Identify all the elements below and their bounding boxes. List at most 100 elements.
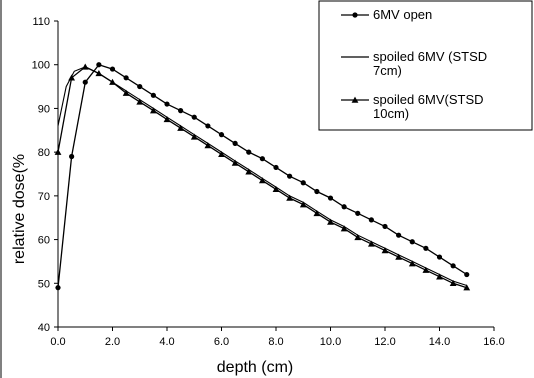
series-layer	[54, 62, 471, 291]
data-point	[82, 79, 88, 85]
data-point	[109, 78, 116, 85]
data-point	[136, 98, 144, 105]
data-point	[177, 124, 185, 131]
data-point	[109, 66, 116, 72]
x-tick-label: 8.0	[268, 336, 283, 348]
data-point	[96, 62, 102, 68]
data-point	[450, 263, 456, 269]
legend-label: 10cm)	[373, 106, 409, 121]
y-tick-label: 50	[38, 278, 50, 290]
legend-marker	[352, 12, 358, 18]
data-point	[340, 225, 348, 232]
data-point	[81, 63, 89, 70]
data-point	[314, 188, 320, 195]
y-tick-label: 90	[38, 103, 50, 115]
data-point	[218, 132, 225, 138]
data-point	[354, 233, 362, 241]
data-point	[55, 285, 61, 291]
data-point	[246, 149, 252, 155]
data-point	[95, 70, 103, 77]
data-point	[436, 254, 443, 260]
data-point	[123, 75, 129, 81]
data-point	[287, 173, 293, 179]
data-point	[327, 195, 334, 201]
y-tick-label: 70	[38, 191, 50, 203]
series-1	[55, 62, 470, 291]
data-point	[137, 83, 143, 90]
data-point	[355, 210, 361, 216]
data-point	[273, 164, 279, 171]
data-point	[286, 194, 294, 201]
data-point	[272, 185, 280, 193]
data-point	[204, 142, 212, 149]
data-point	[463, 284, 471, 291]
x-tick-label: 14.0	[429, 336, 450, 348]
y-axis-title: relative dose(%	[11, 154, 28, 264]
data-point	[68, 74, 76, 81]
data-point	[382, 223, 388, 230]
x-tick-label: 0.0	[50, 336, 65, 348]
data-point	[149, 107, 157, 114]
data-point	[381, 247, 389, 254]
x-axis-title: depth (cm)	[217, 359, 293, 376]
data-point	[218, 150, 225, 158]
x-ticks: 0.0 2.0 4.0 6.0 8.0 10.0 12.0 14.0 16.0	[50, 327, 505, 348]
data-point	[178, 108, 184, 114]
data-point	[150, 92, 156, 98]
data-point	[245, 168, 253, 175]
data-point	[436, 273, 443, 280]
y-tick-label: 100	[32, 60, 50, 72]
data-point	[190, 133, 198, 140]
data-point	[259, 156, 265, 162]
data-point	[231, 159, 239, 166]
legend-label: spoiled 6MV (STSD	[373, 49, 487, 64]
series-3	[54, 63, 471, 291]
data-point	[368, 217, 374, 223]
data-point	[191, 114, 197, 120]
data-point	[163, 115, 171, 123]
data-point	[423, 245, 429, 251]
legend-entry-1: 6MV open	[341, 7, 432, 22]
legend-label: 6MV open	[373, 7, 432, 22]
y-tick-label: 60	[38, 235, 50, 247]
data-point	[299, 201, 307, 208]
y-tick-label: 40	[38, 322, 50, 334]
x-tick-label: 2.0	[105, 336, 120, 348]
data-point	[409, 239, 415, 245]
y-tick-label: 110	[32, 16, 50, 28]
data-point	[396, 232, 402, 238]
data-point	[341, 204, 347, 210]
data-point	[300, 180, 306, 186]
data-point	[54, 148, 62, 155]
y-tick-label: 80	[38, 147, 50, 159]
data-point	[449, 279, 457, 287]
data-point	[327, 218, 334, 225]
legend-label: 7cm)	[373, 63, 402, 78]
data-point	[313, 209, 321, 217]
legend-marker	[351, 96, 359, 103]
data-point	[122, 89, 130, 96]
data-point	[395, 253, 403, 260]
legend-label: spoiled 6MV(STSD	[373, 92, 484, 107]
data-point	[422, 266, 430, 273]
data-point	[69, 153, 75, 160]
data-point	[408, 260, 416, 267]
x-tick-label: 6.0	[214, 336, 229, 348]
x-tick-label: 4.0	[159, 336, 174, 348]
x-tick-label: 10.0	[320, 336, 341, 348]
x-tick-label: 16.0	[483, 336, 504, 348]
data-point	[205, 123, 211, 129]
x-tick-label: 12.0	[374, 336, 395, 348]
data-point	[367, 240, 375, 247]
data-point	[464, 271, 470, 278]
data-point	[164, 101, 170, 107]
y-ticks: 40 50 60 70 80 90 100 110	[32, 16, 58, 334]
data-point	[258, 177, 266, 184]
legend-box	[318, 0, 533, 131]
data-point	[232, 140, 238, 146]
